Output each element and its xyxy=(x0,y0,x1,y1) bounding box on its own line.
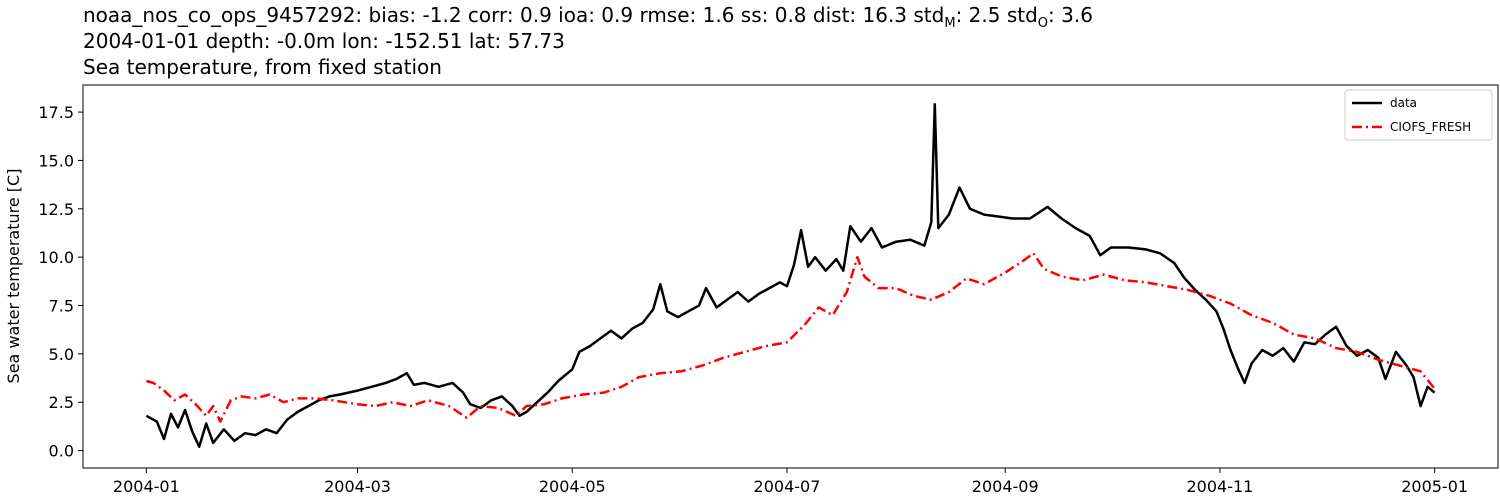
x-tick-label: 2004-05 xyxy=(539,477,606,496)
x-tick-label: 2004-07 xyxy=(754,477,821,496)
title-sub-o: O xyxy=(1037,16,1049,31)
y-tick-label: 0.0 xyxy=(49,442,74,461)
title-line1-mid: : 2.5 std xyxy=(955,3,1038,27)
y-tick-label: 12.5 xyxy=(38,200,74,219)
x-tick-label: 2004-01 xyxy=(113,477,180,496)
y-tick-label: 17.5 xyxy=(38,103,74,122)
plot-area-frame xyxy=(82,84,1499,469)
legend-label: CIOFS_FRESH xyxy=(1390,120,1471,134)
y-tick-label: 15.0 xyxy=(38,151,74,170)
y-tick-label: 10.0 xyxy=(38,248,74,267)
chart-title-line2: 2004-01-01 depth: -0.0m lon: -152.51 lat… xyxy=(83,29,565,53)
series-layer xyxy=(145,103,1436,448)
title-line1-prefix: noaa_nos_co_ops_9457292: bias: -1.2 corr… xyxy=(83,3,945,27)
chart-title-block: noaa_nos_co_ops_9457292: bias: -1.2 corr… xyxy=(83,2,1093,80)
x-tick-label: 2004-11 xyxy=(1186,477,1253,496)
x-tick-label: 2005-01 xyxy=(1401,477,1468,496)
x-tick-label: 2004-09 xyxy=(972,477,1039,496)
y-axis-title: Sea water temperature [C] xyxy=(4,169,23,384)
x-axis: 2004-01 2004-03 2004-05 2004-07 2004-09 2004-… xyxy=(113,468,1468,496)
y-axis: 0.0 2.5 5.0 7.5 10.0 12.5 15.0 17.5 xyxy=(38,103,83,461)
title-line1-suffix: : 3.6 xyxy=(1048,3,1093,27)
chart-title-line1: noaa_nos_co_ops_9457292: bias: -1.2 corr… xyxy=(83,2,1093,31)
y-tick-label: 5.0 xyxy=(49,345,74,364)
title-sub-m: M xyxy=(944,16,956,31)
y-tick-label: 2.5 xyxy=(49,393,74,412)
x-tick-label: 2004-03 xyxy=(324,477,391,496)
chart-title-line3: Sea temperature, from fixed station xyxy=(83,55,442,79)
legend: data CIOFS_FRESH xyxy=(1344,89,1493,141)
series-line-ciofs-fresh xyxy=(146,252,1436,423)
legend-label: data xyxy=(1390,96,1417,110)
y-tick-label: 7.5 xyxy=(49,297,74,316)
series-line-data xyxy=(145,103,1436,448)
